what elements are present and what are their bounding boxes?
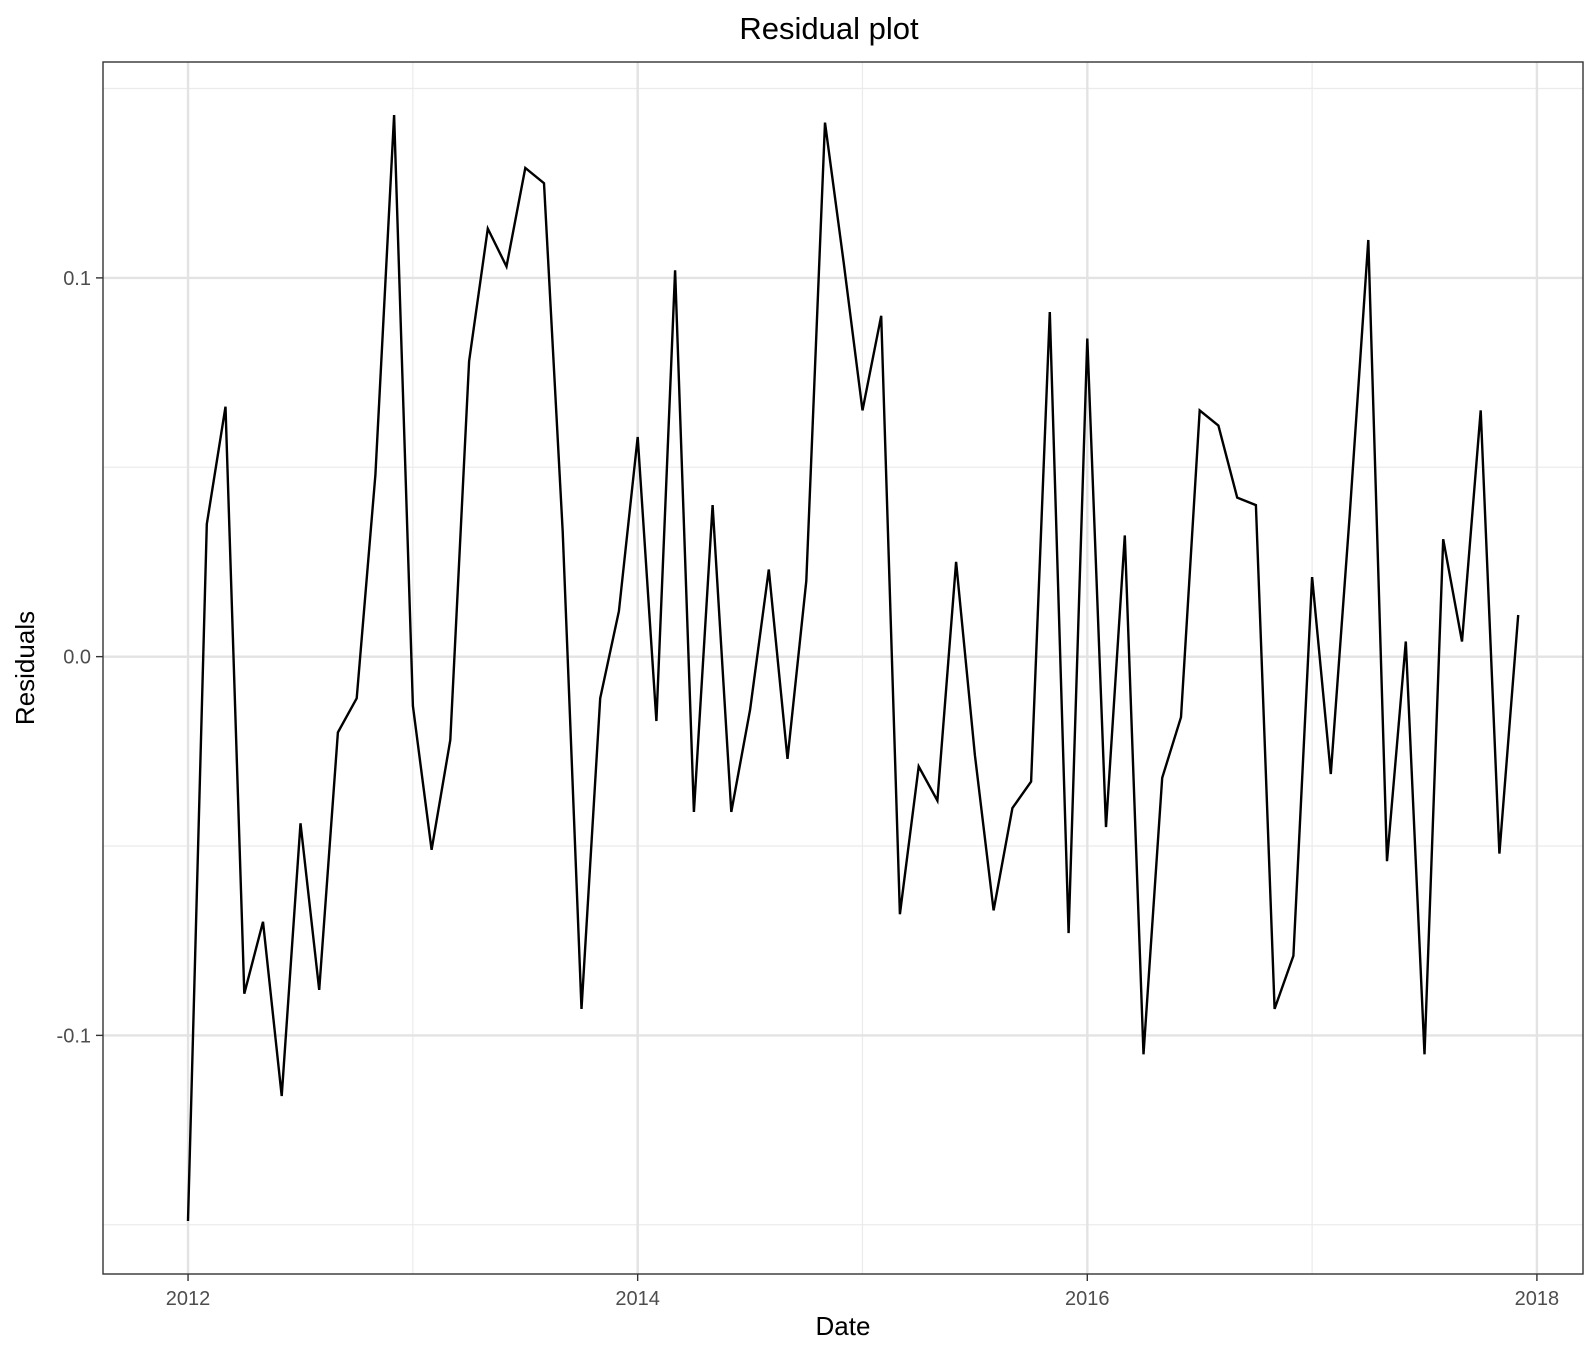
x-axis-title: Date — [816, 1311, 871, 1341]
y-tick-label: -0.1 — [57, 1025, 91, 1047]
x-tick-label: 2018 — [1515, 1288, 1560, 1310]
chart-title: Residual plot — [739, 11, 919, 46]
plot-panel-background — [103, 62, 1583, 1274]
x-tick-label: 2014 — [615, 1288, 660, 1310]
y-tick-label: 0.1 — [63, 268, 91, 290]
series-layer — [186, 114, 1520, 1222]
y-axis-title: Residuals — [10, 611, 40, 725]
major-gridlines — [103, 62, 1583, 1274]
x-tick-label: 2016 — [1065, 1288, 1110, 1310]
y-axis: -0.1 0.0 0.1 — [57, 268, 103, 1047]
x-axis: 2012 2014 2016 2018 — [166, 1274, 1559, 1310]
residuals-series-line — [186, 114, 1520, 1222]
x-tick-label: 2012 — [166, 1288, 211, 1310]
y-tick-label: 0.0 — [63, 647, 91, 669]
plot-panel-border — [102, 61, 1584, 1275]
